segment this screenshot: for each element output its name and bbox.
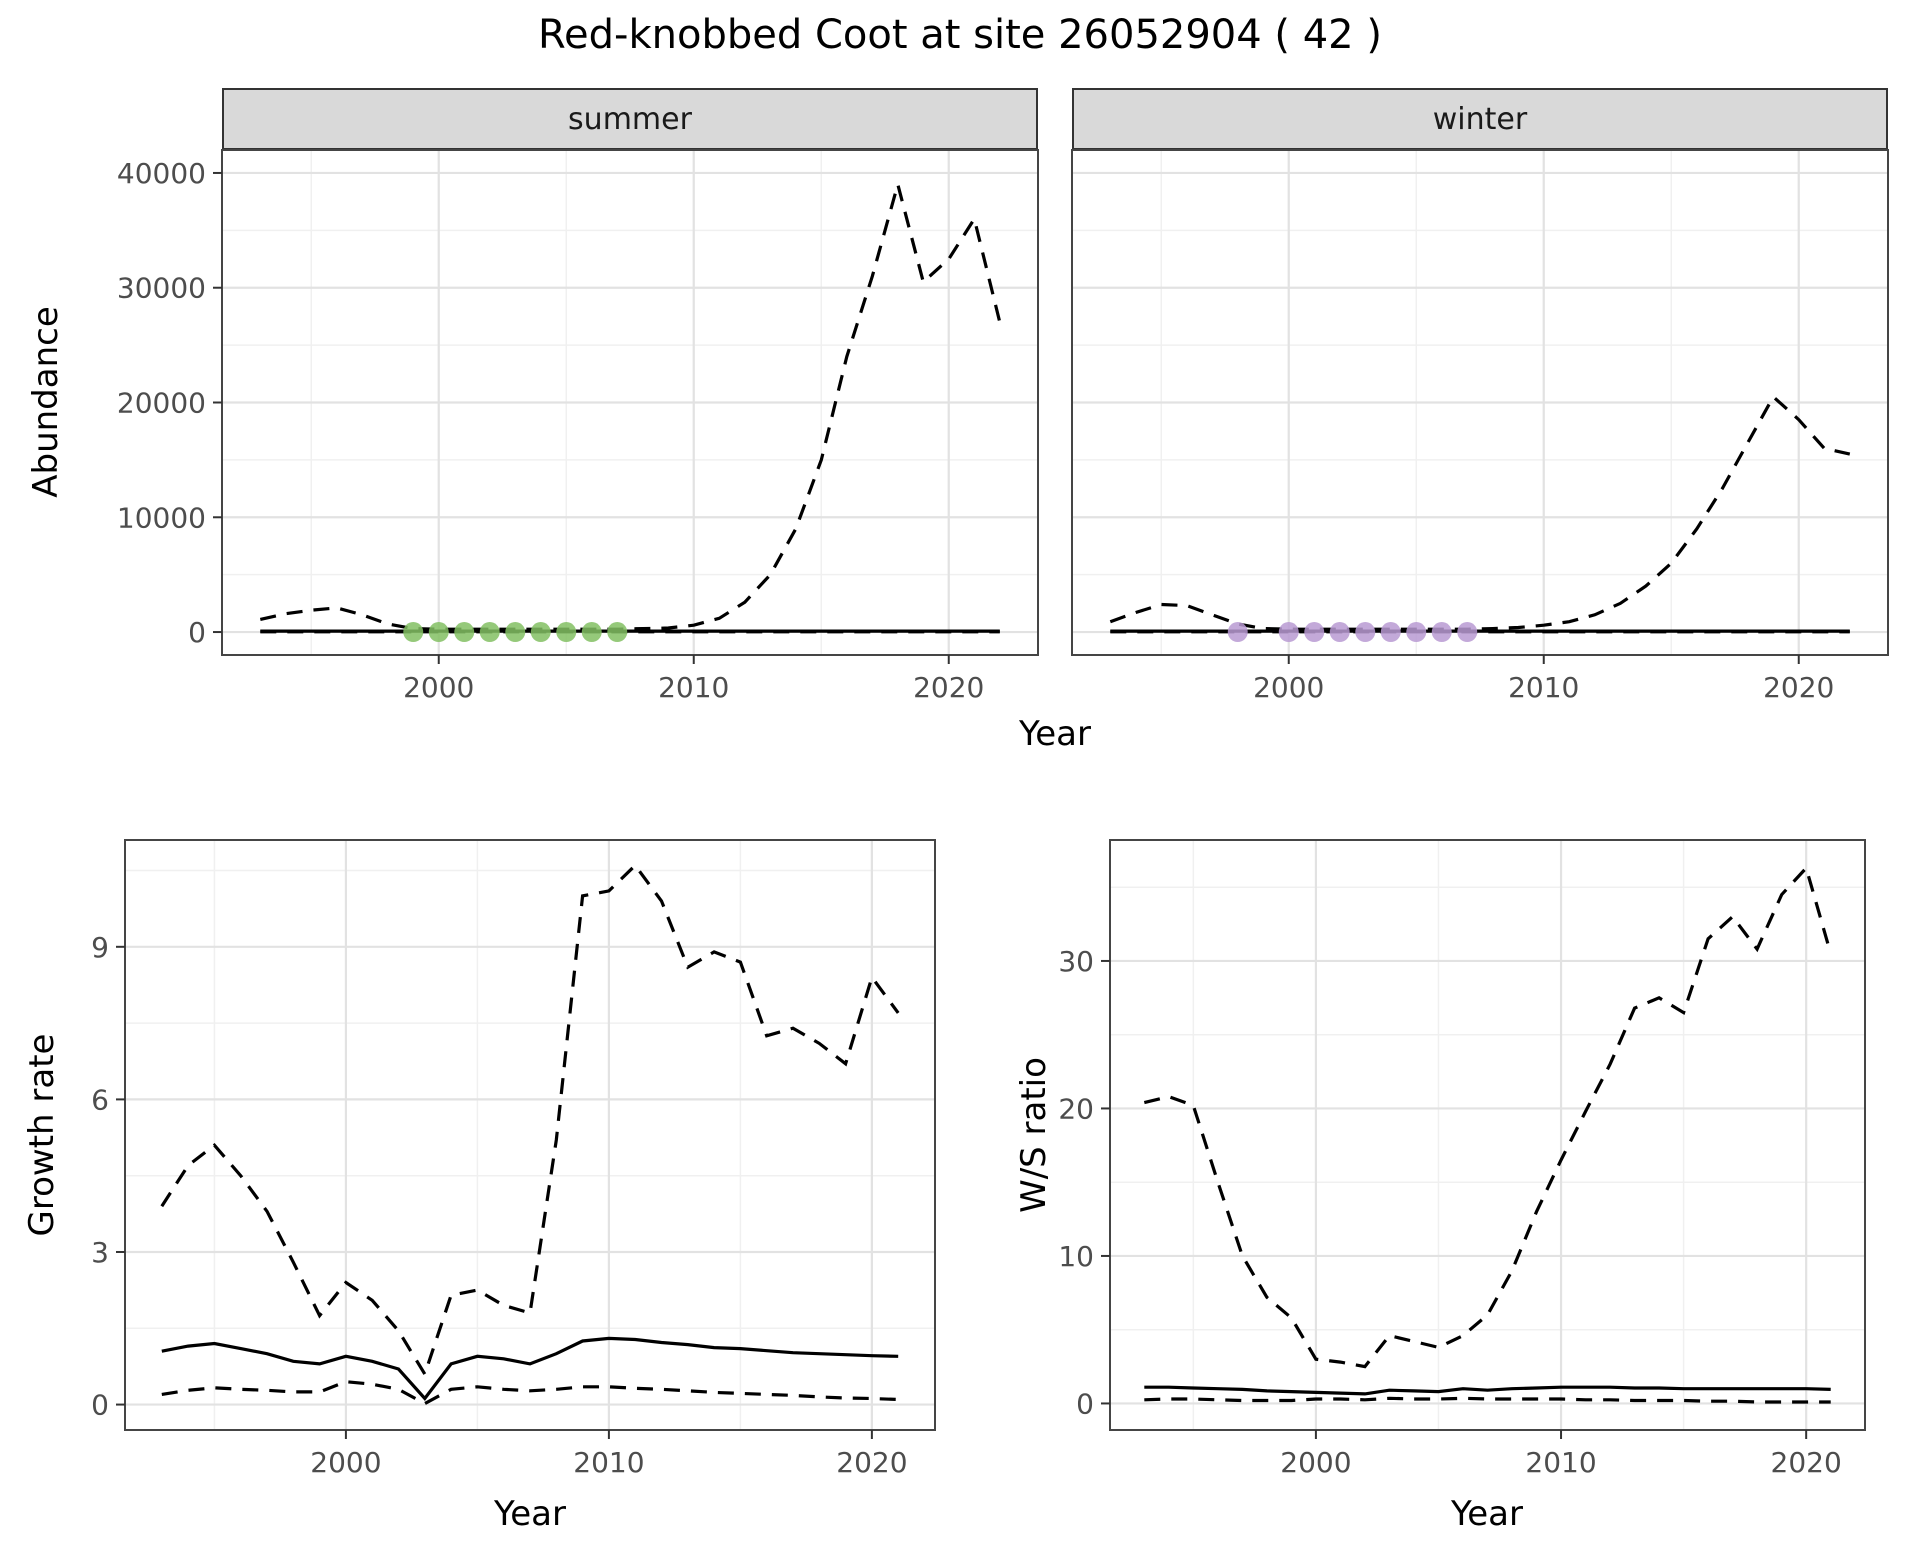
y-axis-label-abundance: Abundance — [26, 306, 66, 498]
facet-strip-winter-label: winter — [1432, 101, 1528, 137]
svg-text:3: 3 — [91, 1236, 109, 1269]
svg-text:20: 20 — [1058, 1092, 1094, 1125]
ws-ratio-plot: 2000 2010 2020 0 10 20 30 — [1058, 839, 1866, 1479]
facet-strip-summer: summer — [222, 88, 1038, 150]
x-axis-label-year-top: Year — [1019, 714, 1091, 754]
svg-text:10: 10 — [1058, 1240, 1094, 1273]
svg-text:2010: 2010 — [658, 671, 729, 704]
growth-rate-plot: 2000 2010 2020 0 3 6 9 — [91, 839, 936, 1479]
svg-text:2020: 2020 — [836, 1446, 907, 1479]
svg-text:10000: 10000 — [117, 501, 206, 534]
svg-text:2020: 2020 — [1763, 671, 1834, 704]
svg-text:40000: 40000 — [117, 157, 206, 190]
facet-strip-summer-label: summer — [568, 101, 692, 137]
svg-text:30: 30 — [1058, 945, 1094, 978]
svg-text:0: 0 — [91, 1389, 109, 1422]
svg-text:2010: 2010 — [1525, 1446, 1596, 1479]
svg-text:2010: 2010 — [573, 1446, 644, 1479]
facet-strip-winter: winter — [1072, 88, 1888, 150]
x-axis-label-year-ws: Year — [1451, 1494, 1523, 1534]
figure-title: Red-knobbed Coot at site 26052904 ( 42 ) — [538, 12, 1382, 58]
x-axis-label-year-growth: Year — [494, 1494, 566, 1534]
svg-text:2000: 2000 — [310, 1446, 381, 1479]
abundance-winter-plot: 2000 2010 2020 — [1071, 149, 1889, 704]
svg-text:2020: 2020 — [1771, 1446, 1842, 1479]
abundance-summer-plot: 2000 2010 2020 0 10000 20000 30000 40000 — [117, 149, 1039, 704]
svg-text:2000: 2000 — [1280, 1446, 1351, 1479]
svg-text:0: 0 — [1076, 1387, 1094, 1420]
svg-text:6: 6 — [91, 1083, 109, 1116]
svg-text:2000: 2000 — [403, 671, 474, 704]
svg-text:9: 9 — [91, 931, 109, 964]
svg-text:0: 0 — [188, 616, 206, 649]
y-axis-label-growth-rate: Growth rate — [22, 1033, 62, 1237]
svg-text:2020: 2020 — [913, 671, 984, 704]
svg-text:20000: 20000 — [117, 387, 206, 420]
svg-text:2000: 2000 — [1253, 671, 1324, 704]
y-axis-label-ws-ratio: W/S ratio — [1014, 1057, 1054, 1213]
svg-text:2010: 2010 — [1508, 671, 1579, 704]
svg-text:30000: 30000 — [117, 272, 206, 305]
